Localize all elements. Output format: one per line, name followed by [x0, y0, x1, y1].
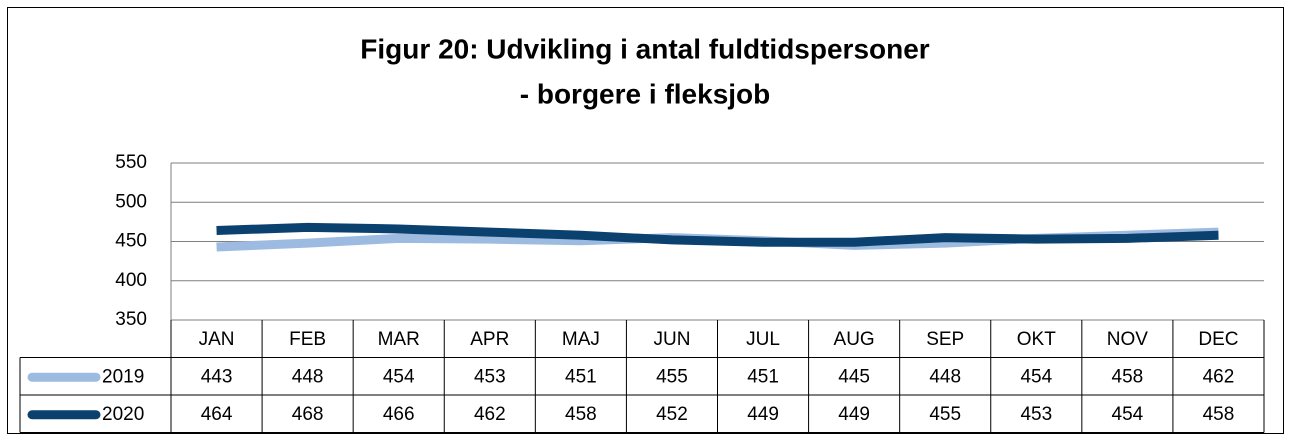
x-tick-label: SEP	[926, 329, 964, 350]
x-tick-label: JUL	[746, 329, 780, 350]
y-tick-label: 500	[115, 191, 147, 212]
data-label: 449	[838, 404, 870, 425]
data-label: 455	[656, 366, 688, 387]
data-label: 464	[201, 404, 233, 425]
x-tick-label: MAR	[378, 329, 420, 350]
data-label: 452	[656, 404, 688, 425]
legend-label: 2020	[102, 404, 144, 425]
data-label: 458	[565, 404, 597, 425]
data-label: 453	[1020, 404, 1052, 425]
x-tick-label: JAN	[199, 329, 235, 350]
chart-border	[7, 7, 1284, 434]
x-tick-label: AUG	[834, 329, 875, 350]
x-tick-label: JUN	[653, 329, 690, 350]
y-tick-label: 350	[115, 309, 147, 330]
data-label: 458	[1112, 366, 1144, 387]
data-label: 453	[474, 366, 506, 387]
x-tick-label: MAJ	[562, 329, 600, 350]
data-label: 448	[929, 366, 961, 387]
data-label: 454	[1112, 404, 1144, 425]
data-label: 454	[383, 366, 415, 387]
data-label: 451	[747, 366, 779, 387]
chart-title: Figur 20: Udvikling i antal fuldtidspers…	[360, 33, 930, 64]
legend-label: 2019	[102, 366, 144, 387]
data-label: 443	[201, 366, 233, 387]
data-label: 449	[747, 404, 779, 425]
data-label: 445	[838, 366, 870, 387]
y-tick-label: 450	[115, 231, 147, 252]
data-label: 451	[565, 366, 597, 387]
x-tick-label: DEC	[1198, 329, 1238, 350]
data-label: 458	[1203, 404, 1235, 425]
x-tick-label: APR	[470, 329, 509, 350]
y-tick-label: 400	[115, 270, 147, 291]
data-label: 466	[383, 404, 415, 425]
data-label: 468	[292, 404, 324, 425]
data-label: 448	[292, 366, 324, 387]
data-label: 455	[929, 404, 961, 425]
series-line	[216, 222, 1219, 247]
y-tick-label: 550	[115, 152, 147, 173]
chart-subtitle: - borgere i fleksjob	[520, 78, 771, 109]
data-label: 454	[1020, 366, 1052, 387]
x-tick-label: OKT	[1017, 329, 1056, 350]
x-tick-label: NOV	[1107, 329, 1149, 350]
x-tick-label: FEB	[289, 329, 326, 350]
data-label: 462	[1203, 366, 1235, 387]
data-label: 462	[474, 404, 506, 425]
